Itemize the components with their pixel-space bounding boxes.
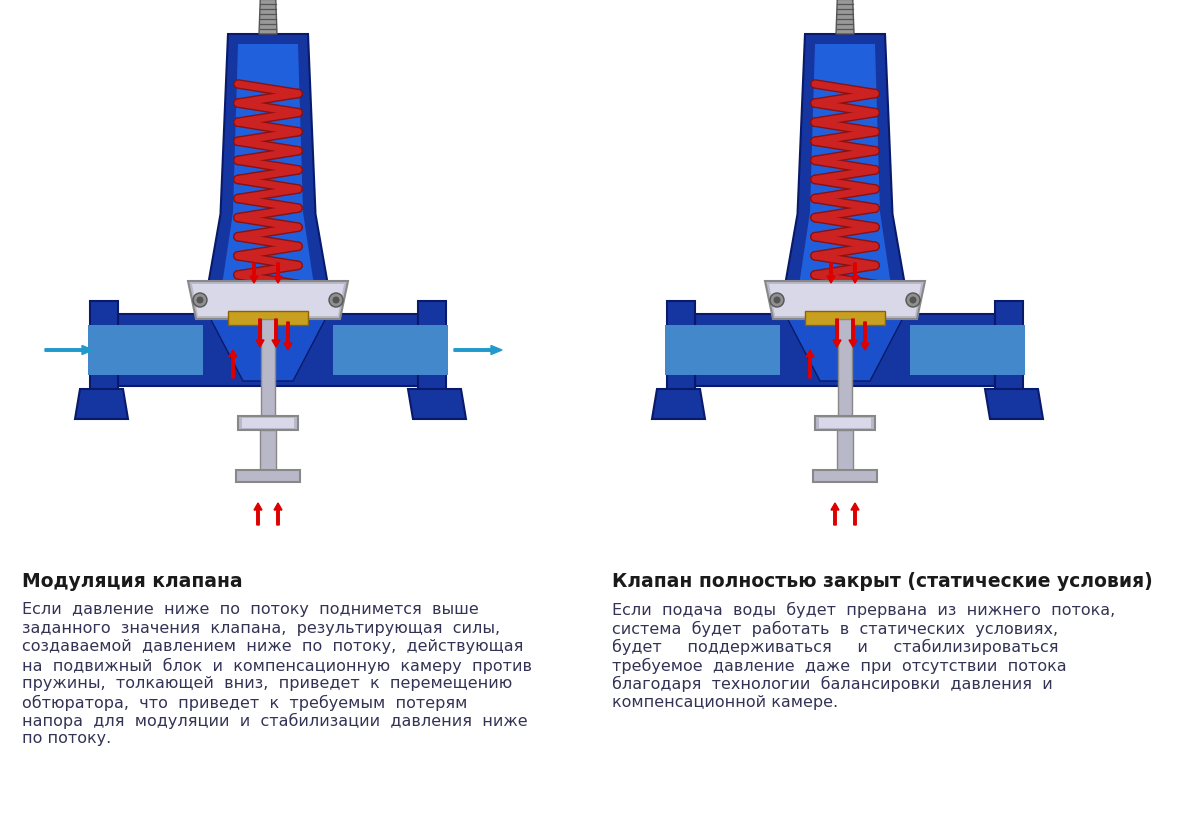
Polygon shape xyxy=(74,389,128,419)
FancyArrow shape xyxy=(229,350,238,378)
Text: Клапан полностью закрыт (статические условия): Клапан полностью закрыт (статические усл… xyxy=(612,572,1153,591)
Polygon shape xyxy=(118,314,418,386)
Text: Модуляция клапана: Модуляция клапана xyxy=(22,572,242,591)
FancyArrow shape xyxy=(850,319,857,347)
Polygon shape xyxy=(838,319,852,436)
Polygon shape xyxy=(203,34,334,314)
FancyArrow shape xyxy=(256,319,264,347)
Polygon shape xyxy=(260,430,276,470)
Polygon shape xyxy=(985,389,1043,419)
FancyArrow shape xyxy=(851,263,859,283)
Polygon shape xyxy=(780,34,910,314)
Polygon shape xyxy=(695,314,995,386)
Polygon shape xyxy=(238,416,298,430)
FancyArrow shape xyxy=(806,350,814,378)
FancyArrow shape xyxy=(250,263,258,283)
Text: обтюратора,  что  приведет  к  требуемым  потерям: обтюратора, что приведет к требуемым пот… xyxy=(22,695,467,710)
Circle shape xyxy=(910,297,917,303)
Polygon shape xyxy=(652,389,706,419)
FancyArrow shape xyxy=(46,345,94,354)
Polygon shape xyxy=(408,389,466,419)
Polygon shape xyxy=(259,0,277,34)
Circle shape xyxy=(906,293,920,307)
Text: на  подвижный  блок  и  компенсационную  камеру  против: на подвижный блок и компенсационную каме… xyxy=(22,658,532,674)
Text: компенсационной камере.: компенсационной камере. xyxy=(612,695,838,709)
Polygon shape xyxy=(805,311,886,325)
Text: система  будет  работать  в  статических  условиях,: система будет работать в статических усл… xyxy=(612,620,1058,637)
Polygon shape xyxy=(418,301,446,399)
Circle shape xyxy=(770,293,784,307)
FancyArrow shape xyxy=(254,503,262,525)
Polygon shape xyxy=(218,44,318,312)
FancyArrow shape xyxy=(284,322,292,350)
Polygon shape xyxy=(242,418,294,428)
Text: будет     поддерживаться     и     стабилизироваться: будет поддерживаться и стабилизироваться xyxy=(612,639,1058,655)
Text: требуемое  давление  даже  при  отсутствии  потока: требуемое давление даже при отсутствии п… xyxy=(612,658,1067,674)
Polygon shape xyxy=(796,44,895,312)
FancyArrow shape xyxy=(851,503,859,525)
Polygon shape xyxy=(334,325,448,375)
FancyArrow shape xyxy=(827,263,835,283)
Text: создаваемой  давлением  ниже  по  потоку,  действующая: создаваемой давлением ниже по потоку, де… xyxy=(22,639,523,654)
Circle shape xyxy=(332,297,340,303)
FancyArrow shape xyxy=(454,345,502,354)
FancyArrow shape xyxy=(830,503,839,525)
Polygon shape xyxy=(814,470,877,482)
Circle shape xyxy=(197,297,204,303)
FancyArrow shape xyxy=(274,503,282,525)
Polygon shape xyxy=(836,0,854,34)
Polygon shape xyxy=(262,319,275,436)
Circle shape xyxy=(774,297,780,303)
Text: Если  давление  ниже  по  потоку  поднимется  выше: Если давление ниже по потоку поднимется … xyxy=(22,602,479,617)
Polygon shape xyxy=(228,311,308,325)
Polygon shape xyxy=(88,325,203,375)
FancyArrow shape xyxy=(274,263,282,283)
Polygon shape xyxy=(815,416,875,430)
Polygon shape xyxy=(910,325,1025,375)
FancyArrow shape xyxy=(833,319,841,347)
Text: благодаря  технологии  балансировки  давления  и: благодаря технологии балансировки давлен… xyxy=(612,676,1052,692)
Polygon shape xyxy=(818,418,871,428)
Polygon shape xyxy=(665,325,780,375)
Text: пружины,  толкающей  вниз,  приведет  к  перемещению: пружины, толкающей вниз, приведет к пере… xyxy=(22,676,512,691)
Polygon shape xyxy=(995,301,1022,399)
FancyArrow shape xyxy=(272,319,280,347)
Polygon shape xyxy=(667,301,695,399)
Polygon shape xyxy=(188,281,348,319)
FancyArrow shape xyxy=(862,322,869,350)
Circle shape xyxy=(193,293,208,307)
Text: напора  для  модуляции  и  стабилизации  давления  ниже: напора для модуляции и стабилизации давл… xyxy=(22,713,528,729)
Polygon shape xyxy=(769,284,922,316)
Polygon shape xyxy=(90,301,118,399)
Text: заданного  значения  клапана,  результирующая  силы,: заданного значения клапана, результирующ… xyxy=(22,620,500,635)
Circle shape xyxy=(329,293,343,307)
Polygon shape xyxy=(192,284,344,316)
Polygon shape xyxy=(236,470,300,482)
Polygon shape xyxy=(785,314,905,381)
Text: Если  подача  воды  будет  прервана  из  нижнего  потока,: Если подача воды будет прервана из нижне… xyxy=(612,602,1115,618)
Polygon shape xyxy=(766,281,925,319)
Polygon shape xyxy=(838,430,853,470)
Text: по потоку.: по потоку. xyxy=(22,732,112,747)
Polygon shape xyxy=(208,314,328,381)
